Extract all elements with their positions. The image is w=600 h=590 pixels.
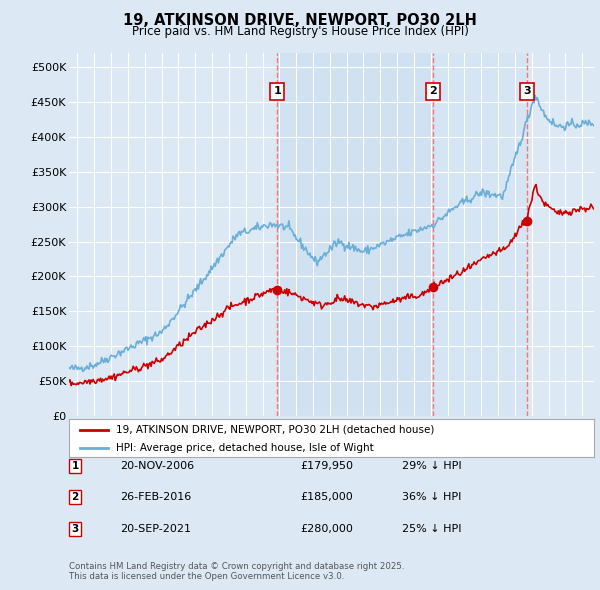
Text: Contains HM Land Registry data © Crown copyright and database right 2025.: Contains HM Land Registry data © Crown c… — [69, 562, 404, 571]
Text: 29% ↓ HPI: 29% ↓ HPI — [402, 461, 461, 471]
Text: This data is licensed under the Open Government Licence v3.0.: This data is licensed under the Open Gov… — [69, 572, 344, 581]
Text: 3: 3 — [523, 87, 531, 97]
Bar — [433, 53, 527, 416]
Text: £179,950: £179,950 — [300, 461, 353, 471]
Text: Price paid vs. HM Land Registry's House Price Index (HPI): Price paid vs. HM Land Registry's House … — [131, 25, 469, 38]
Text: HPI: Average price, detached house, Isle of Wight: HPI: Average price, detached house, Isle… — [116, 442, 374, 453]
Text: 19, ATKINSON DRIVE, NEWPORT, PO30 2LH: 19, ATKINSON DRIVE, NEWPORT, PO30 2LH — [123, 13, 477, 28]
Text: 1: 1 — [71, 461, 79, 471]
Text: 20-NOV-2006: 20-NOV-2006 — [120, 461, 194, 471]
Text: £280,000: £280,000 — [300, 524, 353, 533]
Text: 36% ↓ HPI: 36% ↓ HPI — [402, 493, 461, 502]
Text: 20-SEP-2021: 20-SEP-2021 — [120, 524, 191, 533]
Text: £185,000: £185,000 — [300, 493, 353, 502]
Text: 19, ATKINSON DRIVE, NEWPORT, PO30 2LH (detached house): 19, ATKINSON DRIVE, NEWPORT, PO30 2LH (d… — [116, 425, 434, 435]
Text: 25% ↓ HPI: 25% ↓ HPI — [402, 524, 461, 533]
Text: 3: 3 — [71, 524, 79, 533]
Bar — [277, 53, 433, 416]
Text: 2: 2 — [71, 493, 79, 502]
Text: 1: 1 — [274, 87, 281, 97]
Text: 2: 2 — [430, 87, 437, 97]
Text: 26-FEB-2016: 26-FEB-2016 — [120, 493, 191, 502]
